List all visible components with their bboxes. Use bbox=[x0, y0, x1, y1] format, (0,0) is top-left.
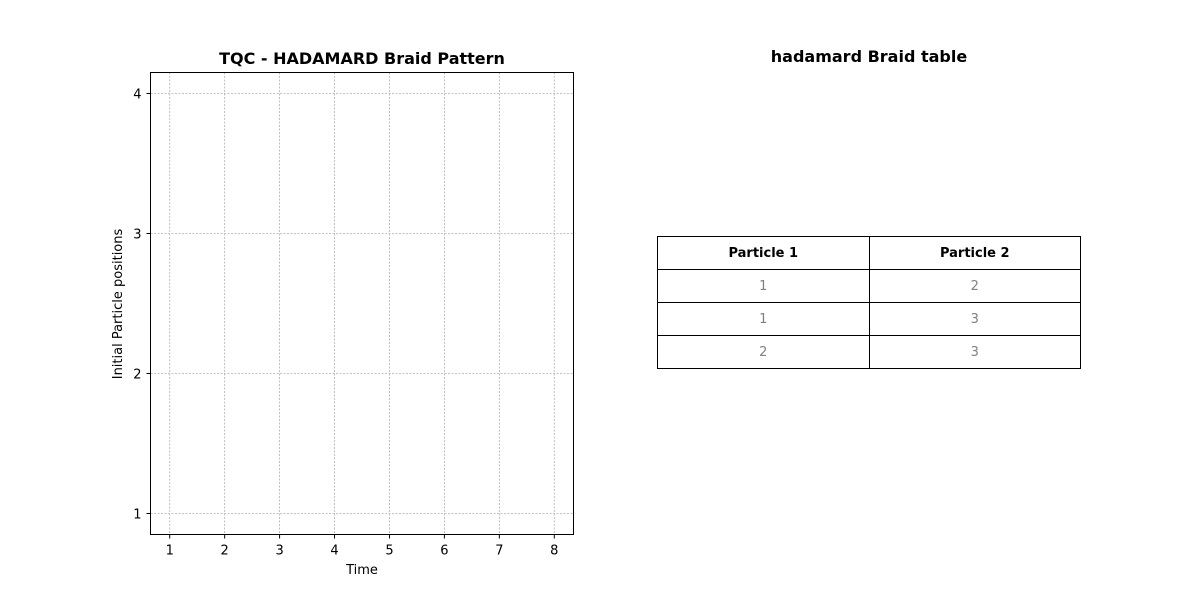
table-title: hadamard Braid table bbox=[770, 47, 968, 66]
y-tick-label: 2 bbox=[133, 368, 141, 383]
x-tick-label: 2 bbox=[221, 544, 229, 559]
x-tick-label: 5 bbox=[385, 544, 393, 559]
x-tick-label: 6 bbox=[440, 544, 448, 559]
x-tick-label: 7 bbox=[495, 544, 503, 559]
x-axis-label: Time bbox=[345, 563, 378, 578]
x-tick-label: 4 bbox=[330, 544, 338, 559]
table-cell: 1 bbox=[657, 269, 870, 303]
table-row: 1 2 bbox=[657, 269, 1081, 303]
y-tick-label: 1 bbox=[133, 508, 141, 523]
braid-table: Particle 1 Particle 2 1 2 1 3 2 3 bbox=[657, 236, 1081, 369]
table-cell: 1 bbox=[657, 302, 870, 336]
x-tick-label: 3 bbox=[275, 544, 283, 559]
y-tick-label: 3 bbox=[133, 228, 141, 243]
x-tick-label: 1 bbox=[166, 544, 174, 559]
y-axis-label: Initial Particle positions bbox=[111, 229, 126, 380]
table-header-row: Particle 1 Particle 2 bbox=[657, 236, 1081, 270]
table-cell: 3 bbox=[868, 302, 1081, 336]
y-tick-label: 4 bbox=[133, 88, 141, 103]
column-header: Particle 1 bbox=[657, 236, 870, 270]
plot-title: TQC - HADAMARD Braid Pattern bbox=[219, 49, 505, 68]
plot-frame bbox=[150, 72, 574, 535]
table-cell: 2 bbox=[868, 269, 1081, 303]
table-row: 1 3 bbox=[657, 302, 1081, 336]
column-header: Particle 2 bbox=[868, 236, 1081, 270]
x-tick-label: 8 bbox=[550, 544, 558, 559]
plot-area: 1 2 3 4 5 6 7 8 1 2 3 4 bbox=[133, 72, 574, 559]
table-cell: 2 bbox=[657, 335, 870, 369]
table-cell: 3 bbox=[868, 335, 1081, 369]
table-row: 2 3 bbox=[657, 335, 1081, 369]
